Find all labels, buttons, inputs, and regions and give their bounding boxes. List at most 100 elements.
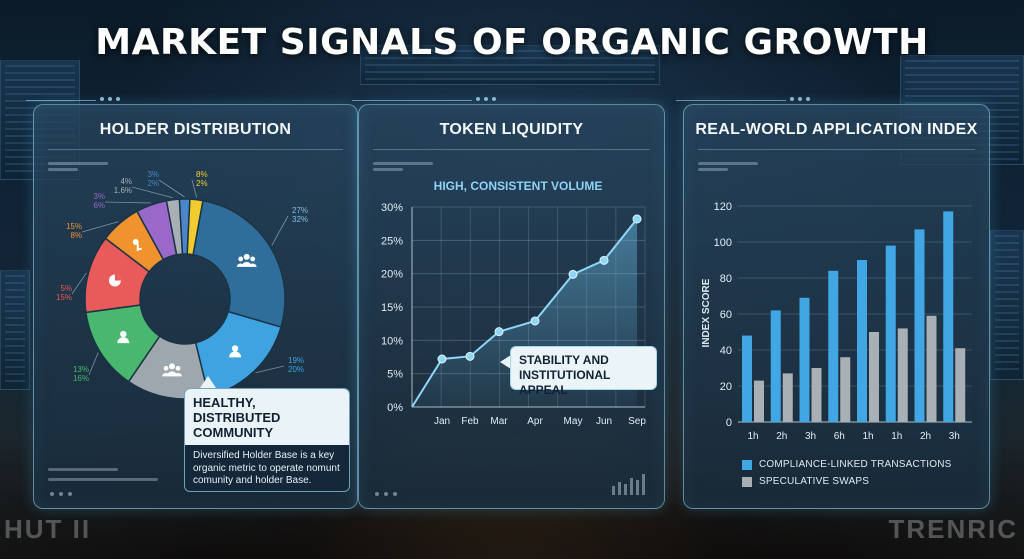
slice-label: 13% — [73, 365, 89, 374]
decorative-bar — [48, 468, 118, 471]
data-point — [437, 354, 447, 364]
slice-label: 16% — [73, 374, 89, 383]
data-point — [494, 327, 504, 337]
decorative-bar — [48, 168, 78, 171]
slice-label: 3% — [147, 170, 159, 179]
speculative-bar — [955, 348, 966, 422]
y-tick-label: 40 — [720, 345, 732, 357]
compliance-bar — [828, 270, 839, 422]
slice-label: 15% — [66, 222, 82, 231]
donut-slice — [186, 198, 204, 256]
panel-title: REAL-WORLD APPLICATION INDEX — [695, 121, 978, 138]
y-tick-label: 30% — [381, 202, 403, 214]
leader-line — [104, 201, 151, 204]
speculative-bar — [840, 357, 851, 422]
liquidity-callout: STABILITY AND INSTITUTIONAL APPEAL — [510, 346, 657, 397]
legend-swatch — [742, 459, 752, 470]
y-tick-label: 100 — [714, 237, 732, 249]
y-tick-label: 20% — [381, 269, 403, 281]
legend-swatch — [742, 476, 752, 487]
speculative-bar — [926, 315, 937, 422]
x-tick-label: May — [564, 416, 583, 427]
pie-chart-icon — [108, 274, 121, 287]
application-index-bar-chart: INDEX SCORE 0 20 40 60 80 100 120 1h 2h 3h 6h 1h 1h 2… — [701, 201, 972, 442]
decorative-bar — [698, 162, 758, 165]
slice-label: 8% — [70, 231, 82, 240]
leader-line — [158, 179, 185, 198]
callout-body: Diversified Holder Base is a key organic… — [193, 450, 340, 486]
panel-divider — [373, 149, 650, 150]
y-tick-label: 120 — [714, 201, 732, 213]
leader-line — [71, 272, 87, 295]
slice-label: 5% — [60, 284, 72, 293]
y-axis-label: INDEX SCORE — [701, 278, 712, 347]
x-tick-label: Jan — [434, 416, 450, 427]
legend-label: COMPLIANCE-LINKED TRANSACTIONS — [759, 459, 952, 470]
y-tick-label: 80 — [720, 273, 732, 285]
connector-dots — [100, 97, 120, 101]
connector-line — [352, 100, 472, 101]
slice-label: 15% — [56, 293, 72, 302]
speculative-bar — [897, 328, 908, 422]
people-group-icon — [162, 363, 183, 377]
x-tick-label: Mar — [490, 416, 508, 427]
panel-title: HOLDER DISTRIBUTION — [99, 121, 292, 138]
legend-item: COMPLIANCE-LINKED TRANSACTIONS — [742, 459, 952, 470]
donut-slice — [192, 199, 286, 329]
decorative-dots — [375, 492, 397, 496]
callout-title: HEALTHY, DISTRIBUTED COMMUNITY — [185, 389, 349, 445]
background-screen-left-lower — [0, 270, 30, 390]
legend-label: SPECULATIVE SWAPS — [759, 476, 870, 487]
x-tick-label: Apr — [527, 416, 543, 427]
decorative-bar — [373, 162, 433, 165]
series-line — [411, 218, 638, 408]
x-tick-label: 3h — [805, 431, 816, 442]
y-tick-label: 5% — [387, 369, 403, 381]
decorative-bar — [698, 168, 728, 171]
slice-label: 19% — [288, 356, 304, 365]
decorative-dots — [50, 492, 72, 496]
key-icon — [132, 239, 142, 252]
main-title: MARKET SIGNALS OF ORGANIC GROWTH — [95, 22, 929, 63]
chart-subtitle: HIGH, CONSISTENT VOLUME — [434, 179, 603, 193]
person-icon — [229, 345, 242, 358]
x-tick-label: 1h — [747, 431, 758, 442]
x-tick-label: 3h — [949, 431, 960, 442]
y-tick-label: 0 — [726, 417, 732, 429]
y-tick-label: 10% — [381, 335, 403, 347]
leader-line — [88, 352, 99, 376]
people-group-icon — [236, 253, 257, 267]
slice-label: 1.6% — [114, 186, 132, 195]
x-tick-label: Jun — [596, 416, 612, 427]
background-word-right: TRENRIC — [888, 514, 1018, 544]
slice-label: 27% — [292, 206, 308, 215]
x-tick-label: Sep — [628, 416, 646, 427]
background-word-left: HUT II — [4, 514, 92, 544]
leader-line — [81, 221, 119, 233]
decorative-bar — [48, 162, 108, 165]
compliance-bar — [914, 229, 925, 422]
decorative-bar — [48, 478, 158, 481]
slice-label: 20% — [288, 365, 304, 374]
connector-dots — [790, 97, 810, 101]
panel-title: TOKEN LIQUIDITY — [439, 121, 584, 138]
speculative-bar — [782, 373, 793, 422]
speculative-bar — [811, 368, 822, 422]
y-tick-label: 20 — [720, 381, 732, 393]
slice-label: 6% — [93, 201, 105, 210]
x-tick-label: 2h — [776, 431, 787, 442]
panel-divider — [48, 149, 343, 150]
y-tick-label: 15% — [381, 302, 403, 314]
leader-line — [191, 179, 198, 198]
slice-label: 4% — [120, 177, 132, 186]
callout-pointer — [500, 355, 511, 369]
leader-line — [255, 365, 285, 374]
mini-bars-icon — [612, 474, 645, 495]
compliance-bar — [943, 211, 954, 422]
slice-label: 2% — [196, 179, 208, 188]
connector-dots — [476, 97, 496, 101]
compliance-bar — [742, 335, 752, 422]
x-tick-label: 1h — [862, 431, 873, 442]
y-tick-label: 0% — [387, 402, 403, 414]
